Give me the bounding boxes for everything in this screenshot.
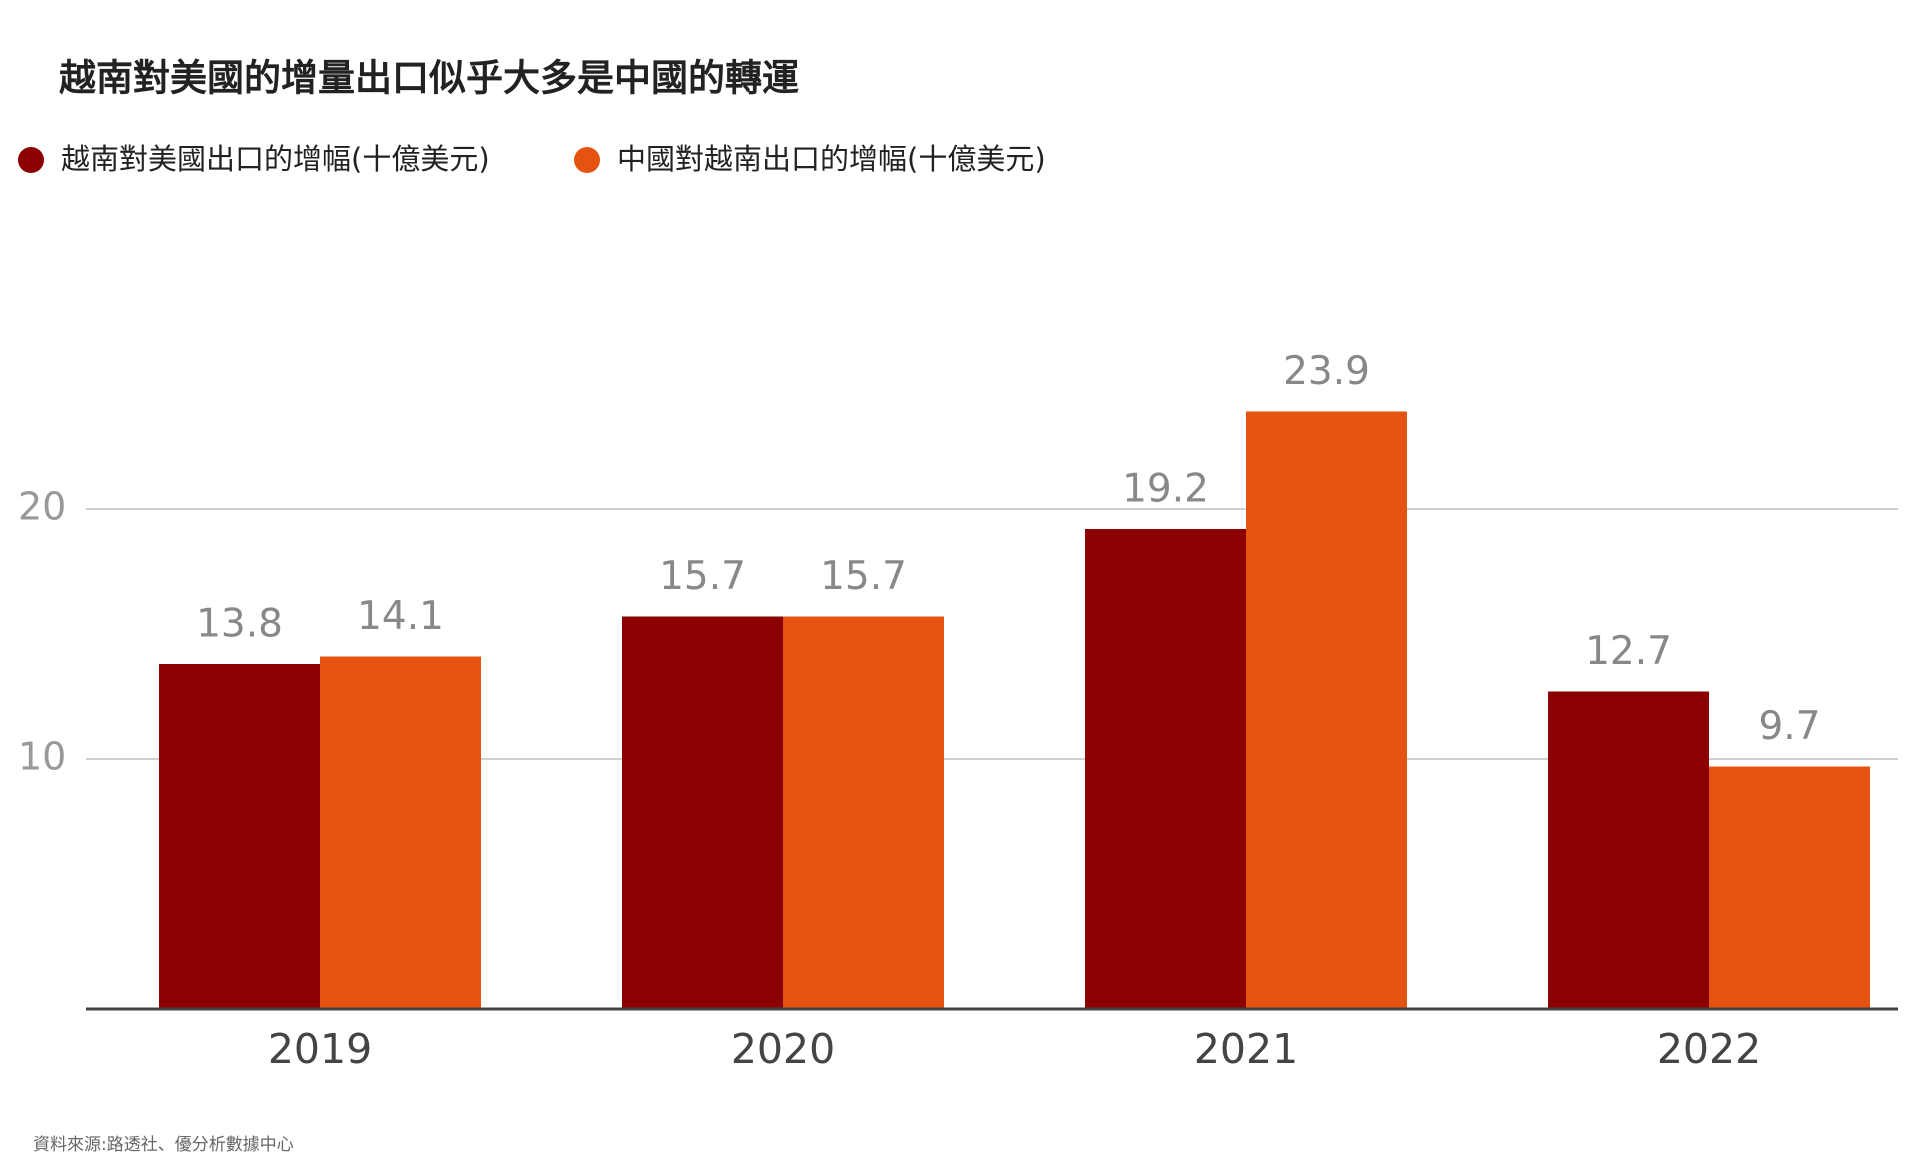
value-label: 23.9 [1283,349,1370,394]
source-note: 資料來源:路透社、優分析數據中心 [33,1135,294,1155]
bar [622,616,783,1009]
bar [1548,691,1709,1009]
legend-label: 中國對越南出口的增幅(十億美元) [617,142,1046,176]
value-label: 15.7 [659,554,746,599]
bar [1085,529,1246,1009]
chart-title: 越南對美國的增量出口似乎大多是中國的轉運 [59,57,799,100]
bar [320,656,481,1009]
value-label: 19.2 [1122,467,1209,512]
legend-swatch [18,147,44,173]
value-label: 12.7 [1585,629,1672,674]
y-tick-label: 20 [18,485,66,529]
x-tick-label: 2021 [1194,1025,1298,1073]
legend-label: 越南對美國出口的增幅(十億美元) [61,142,490,176]
legend-swatch [574,147,600,173]
bar [1246,411,1407,1009]
bar [1709,766,1870,1009]
x-tick-label: 2019 [268,1025,372,1073]
value-label: 9.7 [1758,704,1820,749]
bar [159,664,320,1009]
x-tick-label: 2020 [731,1025,835,1073]
bar [783,616,944,1009]
x-tick-label: 2022 [1657,1025,1761,1073]
value-label: 13.8 [196,602,283,647]
value-label: 14.1 [357,594,444,639]
y-tick-label: 10 [18,735,66,779]
value-label: 15.7 [820,554,907,599]
